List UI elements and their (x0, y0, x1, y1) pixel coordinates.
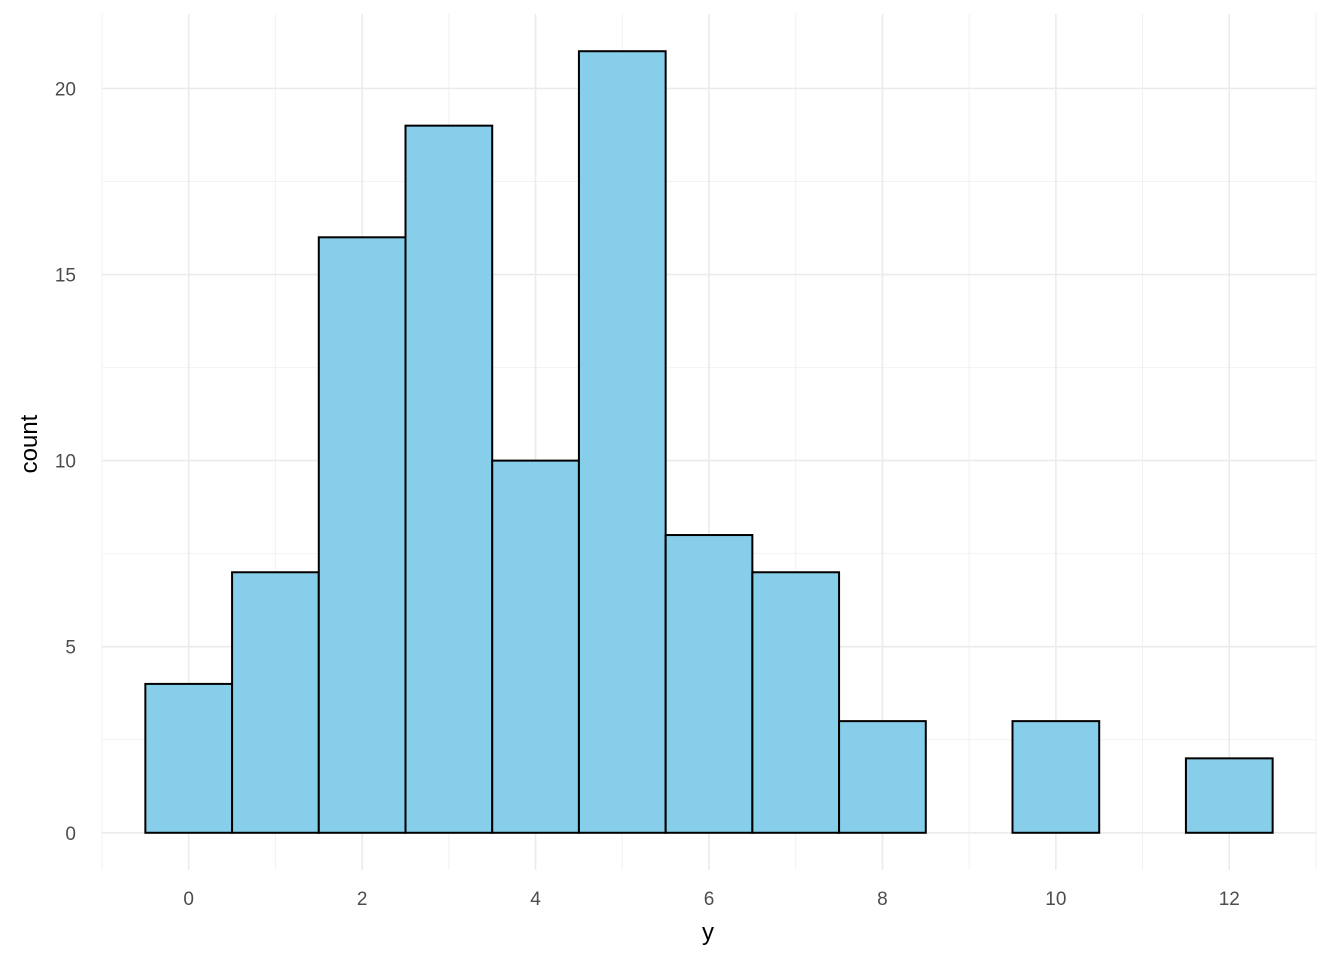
x-tick-label: 8 (877, 889, 888, 910)
x-tick-label: 10 (1045, 889, 1066, 910)
histogram-bar (1184, 757, 1274, 834)
x-axis-title: y (702, 919, 714, 946)
x-tick-label: 0 (183, 889, 194, 910)
histogram-bar (231, 571, 320, 834)
histogram-bar (577, 50, 667, 834)
histogram-bar (317, 236, 407, 834)
histogram-bar (751, 571, 841, 834)
x-tick-label: 2 (357, 889, 368, 910)
x-tick-label: 6 (704, 889, 715, 910)
y-tick-label: 15 (55, 266, 76, 287)
x-tick-label: 12 (1219, 889, 1240, 910)
y-tick-label: 0 (65, 824, 76, 845)
histogram-bar (664, 534, 754, 834)
y-axis-tick-labels: 0 5 10 15 20 (55, 79, 76, 844)
histogram-bar (491, 459, 580, 834)
y-tick-label: 20 (55, 79, 76, 100)
y-tick-label: 5 (65, 638, 76, 659)
x-tick-label: 4 (530, 889, 541, 910)
histogram-bars (144, 50, 1274, 834)
histogram-bar (144, 682, 234, 834)
histogram-bar (838, 720, 927, 834)
histogram-bar (1011, 720, 1101, 834)
histogram-bar (404, 124, 494, 834)
x-axis-tick-labels: 0 2 4 6 8 10 12 (183, 889, 1239, 910)
y-tick-label: 10 (55, 452, 76, 473)
y-axis-title: count (16, 414, 43, 473)
